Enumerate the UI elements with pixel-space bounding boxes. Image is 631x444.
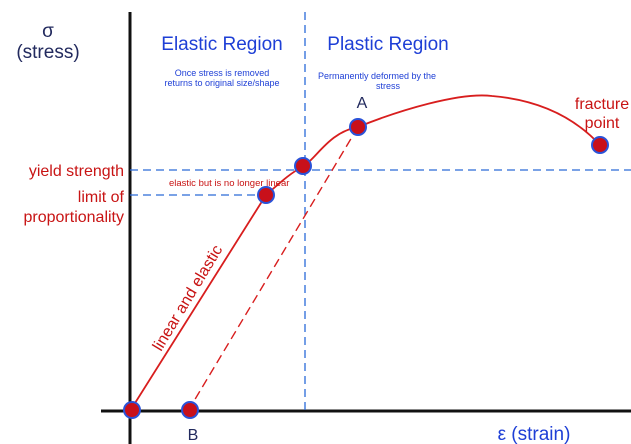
point-b-label: B: [188, 427, 199, 444]
limit-of-proportionality-label: proportionality: [24, 209, 125, 226]
point-b: [181, 401, 199, 419]
fracture-point-label: point: [585, 115, 620, 132]
linear-elastic-label: linear and elastic: [150, 242, 226, 354]
plastic-region-note: Permanently deformed by the: [318, 71, 436, 81]
fracture-point-label: fracture: [575, 96, 629, 113]
yield-strength-label: yield strength: [29, 163, 124, 180]
limit-of-proportionality-point: [257, 186, 275, 204]
origin-point: [123, 401, 141, 419]
point-a: [349, 118, 367, 136]
plastic-region-title: Plastic Region: [327, 34, 448, 55]
fracture-point: [591, 136, 609, 154]
x-axis-label: ε (strain): [498, 424, 571, 444]
elastic-not-linear-label: elastic but is no longer linear: [169, 178, 289, 189]
point-a-label: A: [357, 95, 368, 112]
elastic-region-title: Elastic Region: [161, 34, 282, 55]
limit-of-proportionality-label: limit of: [78, 189, 125, 206]
stress-strain-curve: [129, 94, 601, 412]
elastic-region-note: returns to original size/shape: [164, 78, 279, 88]
plastic-region-note: stress: [376, 81, 401, 91]
yield-point: [294, 157, 312, 175]
elastic-region-note: Once stress is removed: [175, 68, 270, 78]
y-axis-symbol: σ: [42, 21, 54, 42]
y-axis-label: (stress): [16, 42, 79, 63]
